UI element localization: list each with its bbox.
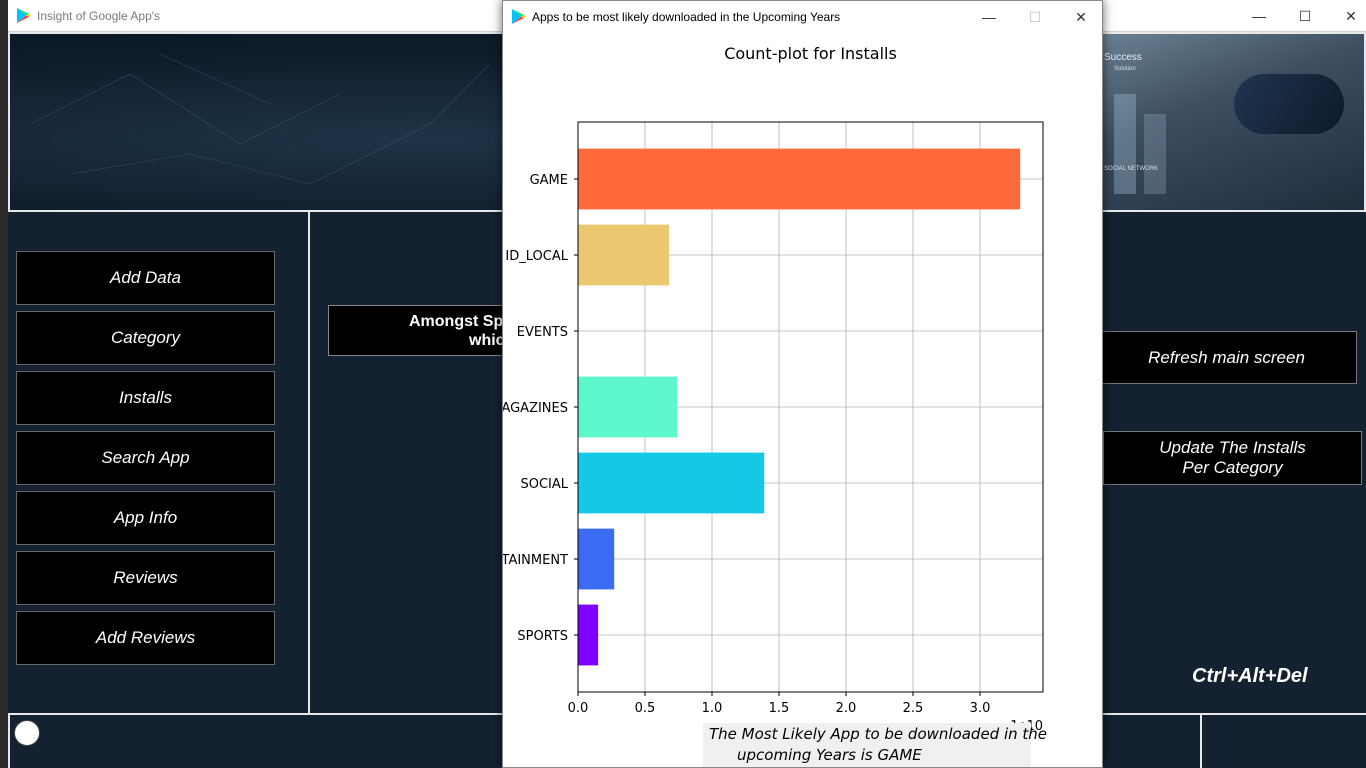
network-pattern [29, 53, 491, 185]
y-tick-label: EVENTS [517, 325, 568, 340]
bar-id_local [578, 224, 670, 286]
y-tick-label: SPORTS [517, 629, 568, 644]
add-data-button[interactable]: Add Data [16, 251, 275, 305]
y-tick-label: TAINMENT [503, 553, 568, 568]
bar-tainment [578, 528, 615, 590]
reviews-button[interactable]: Reviews [16, 551, 275, 605]
business-hand-image: Success Solution SOCIAL NETWORK [1094, 34, 1364, 210]
plot-window-title: Apps to be most likely downloaded in the… [532, 10, 841, 24]
y-tick-label: SOCIAL [520, 477, 568, 492]
category-button[interactable]: Category [16, 311, 275, 365]
refresh-main-screen-button[interactable]: Refresh main screen [1096, 331, 1357, 384]
update-installs-per-category-button[interactable]: Update The Installs Per Category [1103, 431, 1362, 485]
y-tick-label: AGAZINES [503, 401, 568, 416]
plot-maximize-button[interactable]: ☐ [1028, 8, 1042, 25]
plot-titlebar: Apps to be most likely downloaded in the… [503, 1, 1102, 32]
close-button[interactable]: ✕ [1345, 7, 1357, 24]
google-play-icon [17, 8, 31, 23]
status-indicator [14, 720, 40, 746]
minimize-button[interactable]: — [1252, 8, 1266, 24]
x-tick-label: 2.0 [836, 701, 857, 716]
plot-window: Apps to be most likely downloaded in the… [502, 0, 1103, 768]
plot-close-button[interactable]: ✕ [1075, 8, 1087, 25]
x-tick-label: 1.0 [702, 701, 723, 716]
installs-button[interactable]: Installs [16, 371, 275, 425]
x-tick-label: 0.0 [568, 701, 589, 716]
installs-count-plot: Count-plot for Installs GAME ID_LOCAL EVENT… [503, 44, 1044, 734]
x-tick-label: 3.0 [970, 701, 991, 716]
app-info-button[interactable]: App Info [16, 491, 275, 545]
x-tick-label: 0.5 [635, 701, 656, 716]
chart-title: Count-plot for Installs [724, 44, 897, 63]
content-panel: Amongst Sp whic [310, 212, 1366, 714]
plot-minimize-button[interactable]: — [982, 9, 996, 25]
add-reviews-button[interactable]: Add Reviews [16, 611, 275, 665]
x-tick-label: 2.5 [903, 701, 924, 716]
prediction-caption: The Most Likely App to be downloaded in … [703, 723, 1047, 767]
bar-agazines [578, 376, 678, 438]
main-window-title: Insight of Google App's [37, 9, 161, 23]
question-label: Amongst Sp whic [328, 305, 528, 356]
x-tick-label: 1.5 [769, 701, 790, 716]
bar-game [578, 148, 1021, 210]
maximize-button[interactable]: ☐ [1298, 7, 1312, 24]
shortcut-label: Ctrl+Alt+Del [1192, 665, 1308, 687]
y-tick-label: GAME [530, 173, 568, 188]
y-tick-label: ID_LOCAL [505, 249, 568, 264]
bar-social [578, 452, 765, 514]
search-app-button[interactable]: Search App [16, 431, 275, 485]
google-play-icon [512, 9, 526, 24]
navigation-panel: Add Data Category Installs Search App Ap… [8, 212, 310, 714]
bar-sports [578, 604, 599, 666]
